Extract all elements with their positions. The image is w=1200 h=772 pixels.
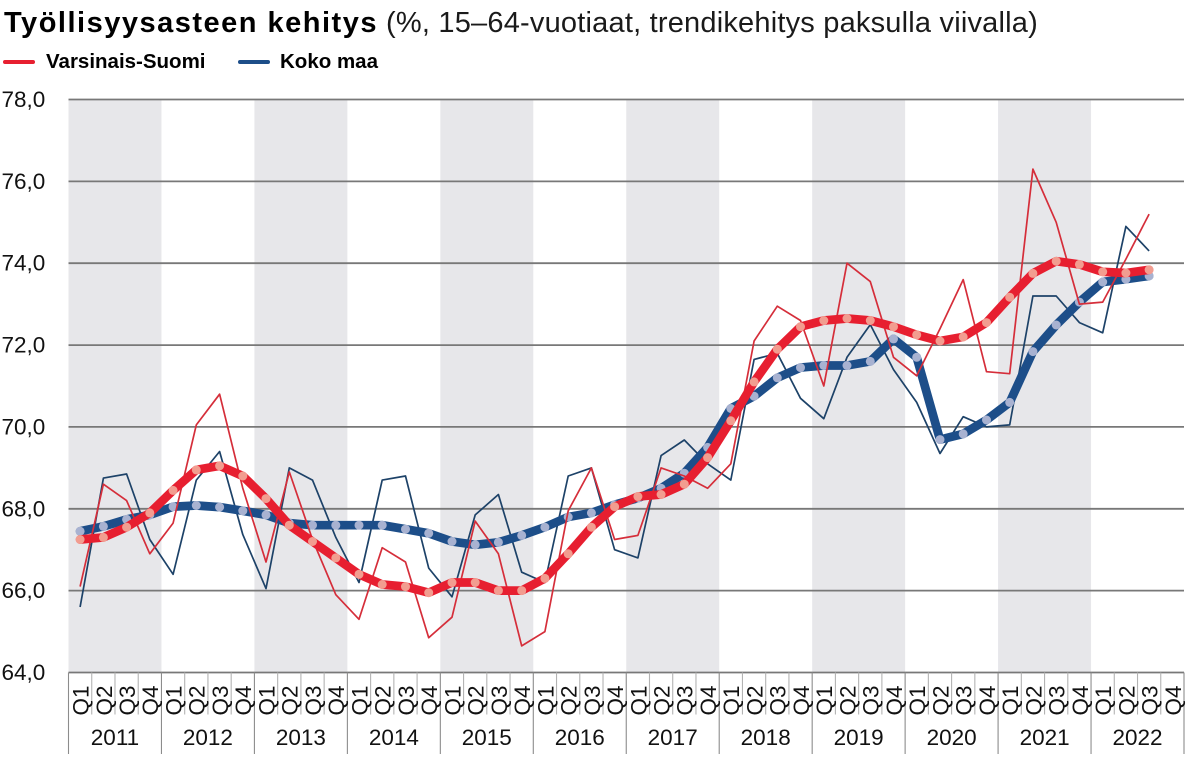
svg-text:Q1: Q1	[69, 685, 94, 715]
svg-text:70,0: 70,0	[2, 414, 46, 439]
svg-text:Q1: Q1	[162, 685, 187, 715]
svg-text:Q2: Q2	[278, 685, 303, 715]
svg-text:Q4: Q4	[510, 685, 535, 715]
svg-text:Q1: Q1	[1091, 685, 1116, 715]
svg-text:68,0: 68,0	[2, 496, 46, 521]
svg-text:Q1: Q1	[254, 685, 279, 715]
svg-text:72,0: 72,0	[2, 333, 46, 358]
svg-text:Q3: Q3	[1138, 685, 1163, 715]
svg-text:Q2: Q2	[557, 685, 582, 715]
svg-text:Q4: Q4	[1161, 685, 1186, 715]
svg-text:2013: 2013	[276, 725, 326, 750]
svg-text:Q1: Q1	[626, 685, 651, 715]
svg-text:Q1: Q1	[347, 685, 372, 715]
svg-text:Q4: Q4	[138, 685, 163, 715]
svg-text:Q2: Q2	[371, 685, 396, 715]
svg-text:Q4: Q4	[603, 685, 628, 715]
svg-text:Q3: Q3	[394, 685, 419, 715]
svg-text:Q1: Q1	[440, 685, 465, 715]
svg-text:Q2: Q2	[835, 685, 860, 715]
svg-text:Q4: Q4	[789, 685, 814, 715]
svg-text:Q1: Q1	[998, 685, 1023, 715]
svg-text:Q2: Q2	[1021, 685, 1046, 715]
svg-text:Q2: Q2	[185, 685, 210, 715]
svg-text:Q3: Q3	[580, 685, 605, 715]
svg-text:Q1: Q1	[533, 685, 558, 715]
svg-text:Q3: Q3	[766, 685, 791, 715]
svg-text:Q3: Q3	[673, 685, 698, 715]
svg-text:Q4: Q4	[1068, 685, 1093, 715]
svg-text:Q2: Q2	[1114, 685, 1139, 715]
svg-text:78,0: 78,0	[2, 87, 46, 112]
svg-text:Q1: Q1	[719, 685, 744, 715]
svg-text:Q4: Q4	[231, 685, 256, 715]
svg-text:2016: 2016	[555, 725, 605, 750]
svg-text:2017: 2017	[648, 725, 698, 750]
svg-text:Q3: Q3	[859, 685, 884, 715]
svg-text:Q4: Q4	[417, 685, 442, 715]
svg-text:Q4: Q4	[882, 685, 907, 715]
svg-text:2014: 2014	[369, 725, 419, 750]
svg-text:64,0: 64,0	[2, 660, 46, 685]
svg-text:2012: 2012	[183, 725, 233, 750]
svg-text:2021: 2021	[1020, 725, 1070, 750]
svg-text:2015: 2015	[462, 725, 512, 750]
svg-text:Q4: Q4	[975, 685, 1000, 715]
svg-text:Q4: Q4	[324, 685, 349, 715]
svg-text:2018: 2018	[741, 725, 791, 750]
svg-text:Q2: Q2	[928, 685, 953, 715]
svg-text:76,0: 76,0	[2, 169, 46, 194]
svg-text:Q3: Q3	[487, 685, 512, 715]
svg-text:Q2: Q2	[92, 685, 117, 715]
svg-text:Q3: Q3	[952, 685, 977, 715]
svg-text:Q1: Q1	[812, 685, 837, 715]
svg-text:66,0: 66,0	[2, 578, 46, 603]
svg-text:2011: 2011	[91, 725, 139, 750]
svg-text:Q4: Q4	[696, 685, 721, 715]
svg-text:2019: 2019	[834, 725, 884, 750]
svg-text:74,0: 74,0	[2, 251, 46, 276]
svg-text:Q2: Q2	[743, 685, 768, 715]
svg-text:Q3: Q3	[115, 685, 140, 715]
svg-text:Q1: Q1	[905, 685, 930, 715]
svg-text:Q3: Q3	[301, 685, 326, 715]
svg-text:Q3: Q3	[208, 685, 233, 715]
svg-text:2020: 2020	[927, 725, 977, 750]
svg-text:2022: 2022	[1112, 725, 1162, 750]
svg-text:Q2: Q2	[650, 685, 675, 715]
svg-text:Q2: Q2	[464, 685, 489, 715]
svg-text:Q3: Q3	[1045, 685, 1070, 715]
